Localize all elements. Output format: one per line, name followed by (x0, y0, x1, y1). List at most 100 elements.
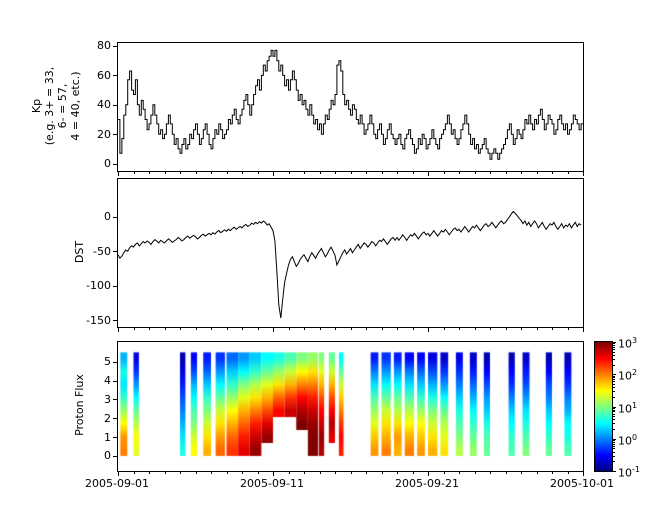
x-minor-tick (335, 472, 336, 474)
x-minor-tick (289, 172, 290, 174)
colorbar-minor-tick (613, 410, 615, 411)
colorbar-minor-tick (613, 347, 615, 348)
kp-y-tick (113, 134, 117, 135)
x-minor-tick (552, 472, 553, 474)
colorbar-minor-tick (613, 343, 615, 344)
x-minor-tick (335, 172, 336, 174)
x-minor-tick (320, 328, 321, 330)
dst-ytick-label: -50 (93, 244, 111, 258)
colorbar-minor-tick (613, 359, 615, 360)
colorbar-minor-tick (613, 345, 615, 346)
x-minor-tick (134, 472, 135, 474)
dst-line (118, 210, 582, 319)
colorbar-minor-tick (613, 355, 615, 356)
dst-y-tick (113, 286, 117, 287)
kp-y-tick (113, 75, 117, 76)
x-minor-tick (211, 172, 212, 174)
colorbar-major-tick (613, 374, 616, 375)
colorbar-minor-tick (613, 352, 615, 353)
colorbar-minor-tick (613, 429, 615, 430)
x-minor-tick (304, 328, 305, 330)
x-minor-tick (242, 472, 243, 474)
flux-ytick-label: 4 (104, 374, 111, 388)
x-minor-tick (351, 172, 352, 174)
kp-y-tick (113, 164, 117, 165)
x-minor-tick (180, 172, 181, 174)
x-minor-tick (134, 172, 135, 174)
flux-ytick-label: 0 (104, 449, 111, 463)
x-minor-tick (537, 472, 538, 474)
x-minor-tick (444, 472, 445, 474)
colorbar-minor-tick (613, 419, 615, 420)
dst-y-tick (113, 320, 117, 321)
x-minor-tick (537, 328, 538, 330)
x-minor-tick (552, 172, 553, 174)
x-minor-tick (258, 172, 259, 174)
kp-ytick-label: 60 (97, 68, 111, 82)
dst-y-tick (113, 251, 117, 252)
x-minor-tick (149, 328, 150, 330)
kp-line (118, 49, 583, 160)
x-tick-label-date-4: 2005-10-01 (550, 477, 614, 490)
flux-ytick-label: 5 (104, 355, 111, 369)
colorbar-minor-tick (613, 379, 615, 380)
x-minor-tick (475, 328, 476, 330)
x-minor-tick (289, 328, 290, 330)
x-minor-tick (335, 328, 336, 330)
colorbar-major-tick (613, 471, 616, 472)
colorbar-minor-tick (613, 408, 615, 409)
colorbar-gradient (595, 342, 612, 471)
x-minor-tick (211, 328, 212, 330)
flux-ytick-label: 1 (104, 430, 111, 444)
x-minor-tick (490, 328, 491, 330)
kp-ytick-label: 80 (97, 39, 111, 53)
x-major-tick (583, 328, 584, 332)
x-minor-tick (242, 172, 243, 174)
x-minor-tick (304, 472, 305, 474)
x-minor-tick (242, 328, 243, 330)
x-minor-tick (537, 172, 538, 174)
colorbar-minor-tick (613, 391, 615, 392)
colorbar-major-tick (613, 342, 616, 343)
x-minor-tick (397, 172, 398, 174)
x-minor-tick (459, 328, 460, 330)
x-minor-tick (568, 472, 569, 474)
flux-y-tick (113, 399, 117, 400)
x-tick-label-date-1: 2005-09-01 (85, 477, 149, 490)
x-major-tick (428, 328, 429, 332)
colorbar-minor-tick (613, 444, 615, 445)
x-minor-tick (180, 328, 181, 330)
kp-y-tick (113, 46, 117, 47)
x-major-tick (428, 172, 429, 176)
kp-ytick-label: 40 (97, 98, 111, 112)
x-minor-tick (490, 472, 491, 474)
colorbar-tick-label: 10-1 (618, 465, 640, 480)
dst-ytick-label: 0 (104, 210, 111, 224)
colorbar-minor-tick (613, 440, 615, 441)
flux-y-tick (113, 456, 117, 457)
x-major-tick (118, 472, 119, 476)
kp-ytick-label: 0 (104, 157, 111, 171)
x-minor-tick (196, 328, 197, 330)
x-minor-tick (196, 472, 197, 474)
proton-flux-heatmap (118, 342, 583, 471)
x-minor-tick (521, 328, 522, 330)
flux-y-tick (113, 362, 117, 363)
colorbar-tick-label: 100 (618, 433, 638, 448)
x-major-tick (583, 472, 584, 476)
x-minor-tick (568, 328, 569, 330)
dst-plot-panel (117, 178, 584, 328)
x-minor-tick (211, 472, 212, 474)
x-minor-tick (444, 328, 445, 330)
colorbar-minor-tick (613, 376, 615, 377)
x-minor-tick (134, 328, 135, 330)
x-minor-tick (382, 172, 383, 174)
x-tick-label-date-2: 2005-09-11 (240, 477, 304, 490)
x-minor-tick (475, 472, 476, 474)
x-minor-tick (413, 328, 414, 330)
x-minor-tick (568, 172, 569, 174)
x-major-tick (428, 472, 429, 476)
colorbar-minor-tick (613, 442, 615, 443)
colorbar-minor-tick (613, 411, 615, 412)
flux-y-tick (113, 381, 117, 382)
